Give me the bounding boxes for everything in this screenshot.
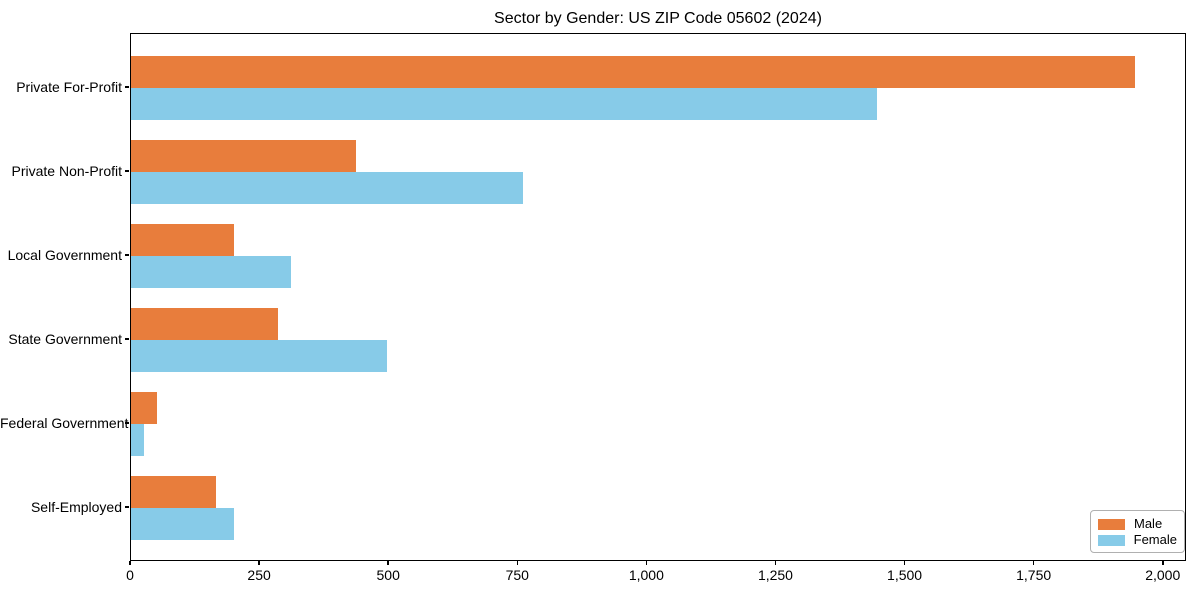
legend-item-male: Male	[1098, 516, 1177, 532]
bar-male-private-for-profit	[131, 56, 1136, 88]
y-tick-mark	[125, 338, 129, 340]
x-tick-mark	[903, 561, 906, 565]
x-tick-mark	[516, 561, 519, 565]
y-axis-label: State Government	[8, 331, 122, 347]
legend-label-female: Female	[1133, 532, 1177, 547]
bar-female-federal-government	[131, 424, 144, 456]
bar-male-self-employed	[131, 476, 217, 508]
bar-female-private-for-profit	[131, 88, 878, 120]
y-tick-mark	[125, 86, 129, 88]
x-tick-mark	[258, 561, 260, 565]
x-tick-label: 1,250	[757, 567, 793, 583]
y-axis-label: Self-Employed	[30, 499, 122, 515]
bar-male-state-government	[131, 308, 279, 340]
x-tick-mark	[774, 561, 777, 565]
x-tick-label: 750	[505, 567, 529, 583]
y-tick-mark	[125, 170, 129, 172]
x-tick-label: 2,000	[1145, 567, 1181, 583]
legend-swatch-male	[1098, 518, 1125, 530]
bar-female-self-employed	[131, 508, 235, 540]
x-tick-label: 500	[376, 567, 400, 583]
x-tick-label: 1,750	[1016, 567, 1052, 583]
x-tick-mark	[1162, 561, 1164, 565]
legend: Male Female	[1090, 510, 1185, 553]
bar-male-private-non-profit	[131, 140, 356, 172]
bar-female-local-government	[131, 256, 292, 288]
legend-label-male: Male	[1134, 516, 1163, 531]
bar-male-federal-government	[131, 392, 157, 424]
y-tick-mark	[125, 254, 129, 256]
y-axis-label: Private Non-Profit	[11, 163, 122, 179]
x-tick-label: 1,000	[628, 567, 664, 583]
x-tick-label: 250	[247, 567, 271, 583]
y-axis-label: Federal Government	[0, 415, 129, 431]
legend-item-female: Female	[1098, 532, 1177, 548]
y-axis-label: Private For-Profit	[16, 79, 122, 95]
x-tick-mark	[645, 561, 648, 565]
x-tick-label: 1,500	[887, 567, 923, 583]
chart-title: Sector by Gender: US ZIP Code 05602 (202…	[494, 10, 822, 27]
y-tick-mark	[125, 506, 129, 508]
bar-male-local-government	[131, 224, 235, 256]
bar-female-state-government	[131, 340, 387, 372]
bar-female-private-non-profit	[131, 172, 524, 204]
y-axis-label: Local Government	[7, 247, 122, 263]
x-tick-mark	[387, 561, 389, 565]
x-tick-label: 0	[126, 567, 134, 583]
y-tick-mark	[125, 422, 129, 424]
x-tick-mark	[129, 561, 131, 565]
legend-swatch-female	[1098, 534, 1125, 546]
x-tick-mark	[1032, 561, 1035, 565]
plot-area	[130, 33, 1186, 561]
